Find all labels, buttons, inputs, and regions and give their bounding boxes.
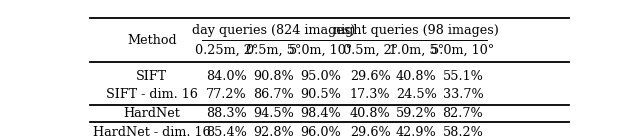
Text: SIFT: SIFT xyxy=(136,70,168,83)
Text: 82.7%: 82.7% xyxy=(442,107,483,120)
Text: 92.8%: 92.8% xyxy=(253,126,294,138)
Text: 59.2%: 59.2% xyxy=(396,107,436,120)
Text: 86.7%: 86.7% xyxy=(253,88,294,101)
Text: 55.1%: 55.1% xyxy=(442,70,483,83)
Text: 0.5m, 5°: 0.5m, 5° xyxy=(246,44,301,57)
Text: 42.9%: 42.9% xyxy=(396,126,436,138)
Text: 94.5%: 94.5% xyxy=(253,107,294,120)
Text: SIFT - dim. 16: SIFT - dim. 16 xyxy=(106,88,198,101)
Text: 40.8%: 40.8% xyxy=(396,70,436,83)
Text: Method: Method xyxy=(127,34,177,47)
Text: 0.5m, 2°: 0.5m, 2° xyxy=(342,44,398,57)
Text: 58.2%: 58.2% xyxy=(442,126,483,138)
Text: 88.3%: 88.3% xyxy=(206,107,246,120)
Text: night queries (98 images): night queries (98 images) xyxy=(333,24,499,37)
Text: 96.0%: 96.0% xyxy=(300,126,341,138)
Text: 77.2%: 77.2% xyxy=(206,88,246,101)
Text: HardNet: HardNet xyxy=(124,107,180,120)
Text: 95.0%: 95.0% xyxy=(300,70,341,83)
Text: 24.5%: 24.5% xyxy=(396,88,436,101)
Text: 40.8%: 40.8% xyxy=(350,107,390,120)
Text: 90.8%: 90.8% xyxy=(253,70,294,83)
Text: 29.6%: 29.6% xyxy=(350,70,390,83)
Text: 84.0%: 84.0% xyxy=(206,70,246,83)
Text: 29.6%: 29.6% xyxy=(350,126,390,138)
Text: 85.4%: 85.4% xyxy=(206,126,247,138)
Text: 0.25m, 2°: 0.25m, 2° xyxy=(195,44,258,57)
Text: 17.3%: 17.3% xyxy=(350,88,390,101)
Text: 5.0m, 10°: 5.0m, 10° xyxy=(289,44,352,57)
Text: HardNet - dim. 16: HardNet - dim. 16 xyxy=(93,126,211,138)
Text: day queries (824 images): day queries (824 images) xyxy=(192,24,355,37)
Text: 98.4%: 98.4% xyxy=(300,107,341,120)
Text: 1.0m, 5°: 1.0m, 5° xyxy=(388,44,444,57)
Text: 90.5%: 90.5% xyxy=(300,88,341,101)
Text: 33.7%: 33.7% xyxy=(442,88,483,101)
Text: 5.0m, 10°: 5.0m, 10° xyxy=(431,44,495,57)
